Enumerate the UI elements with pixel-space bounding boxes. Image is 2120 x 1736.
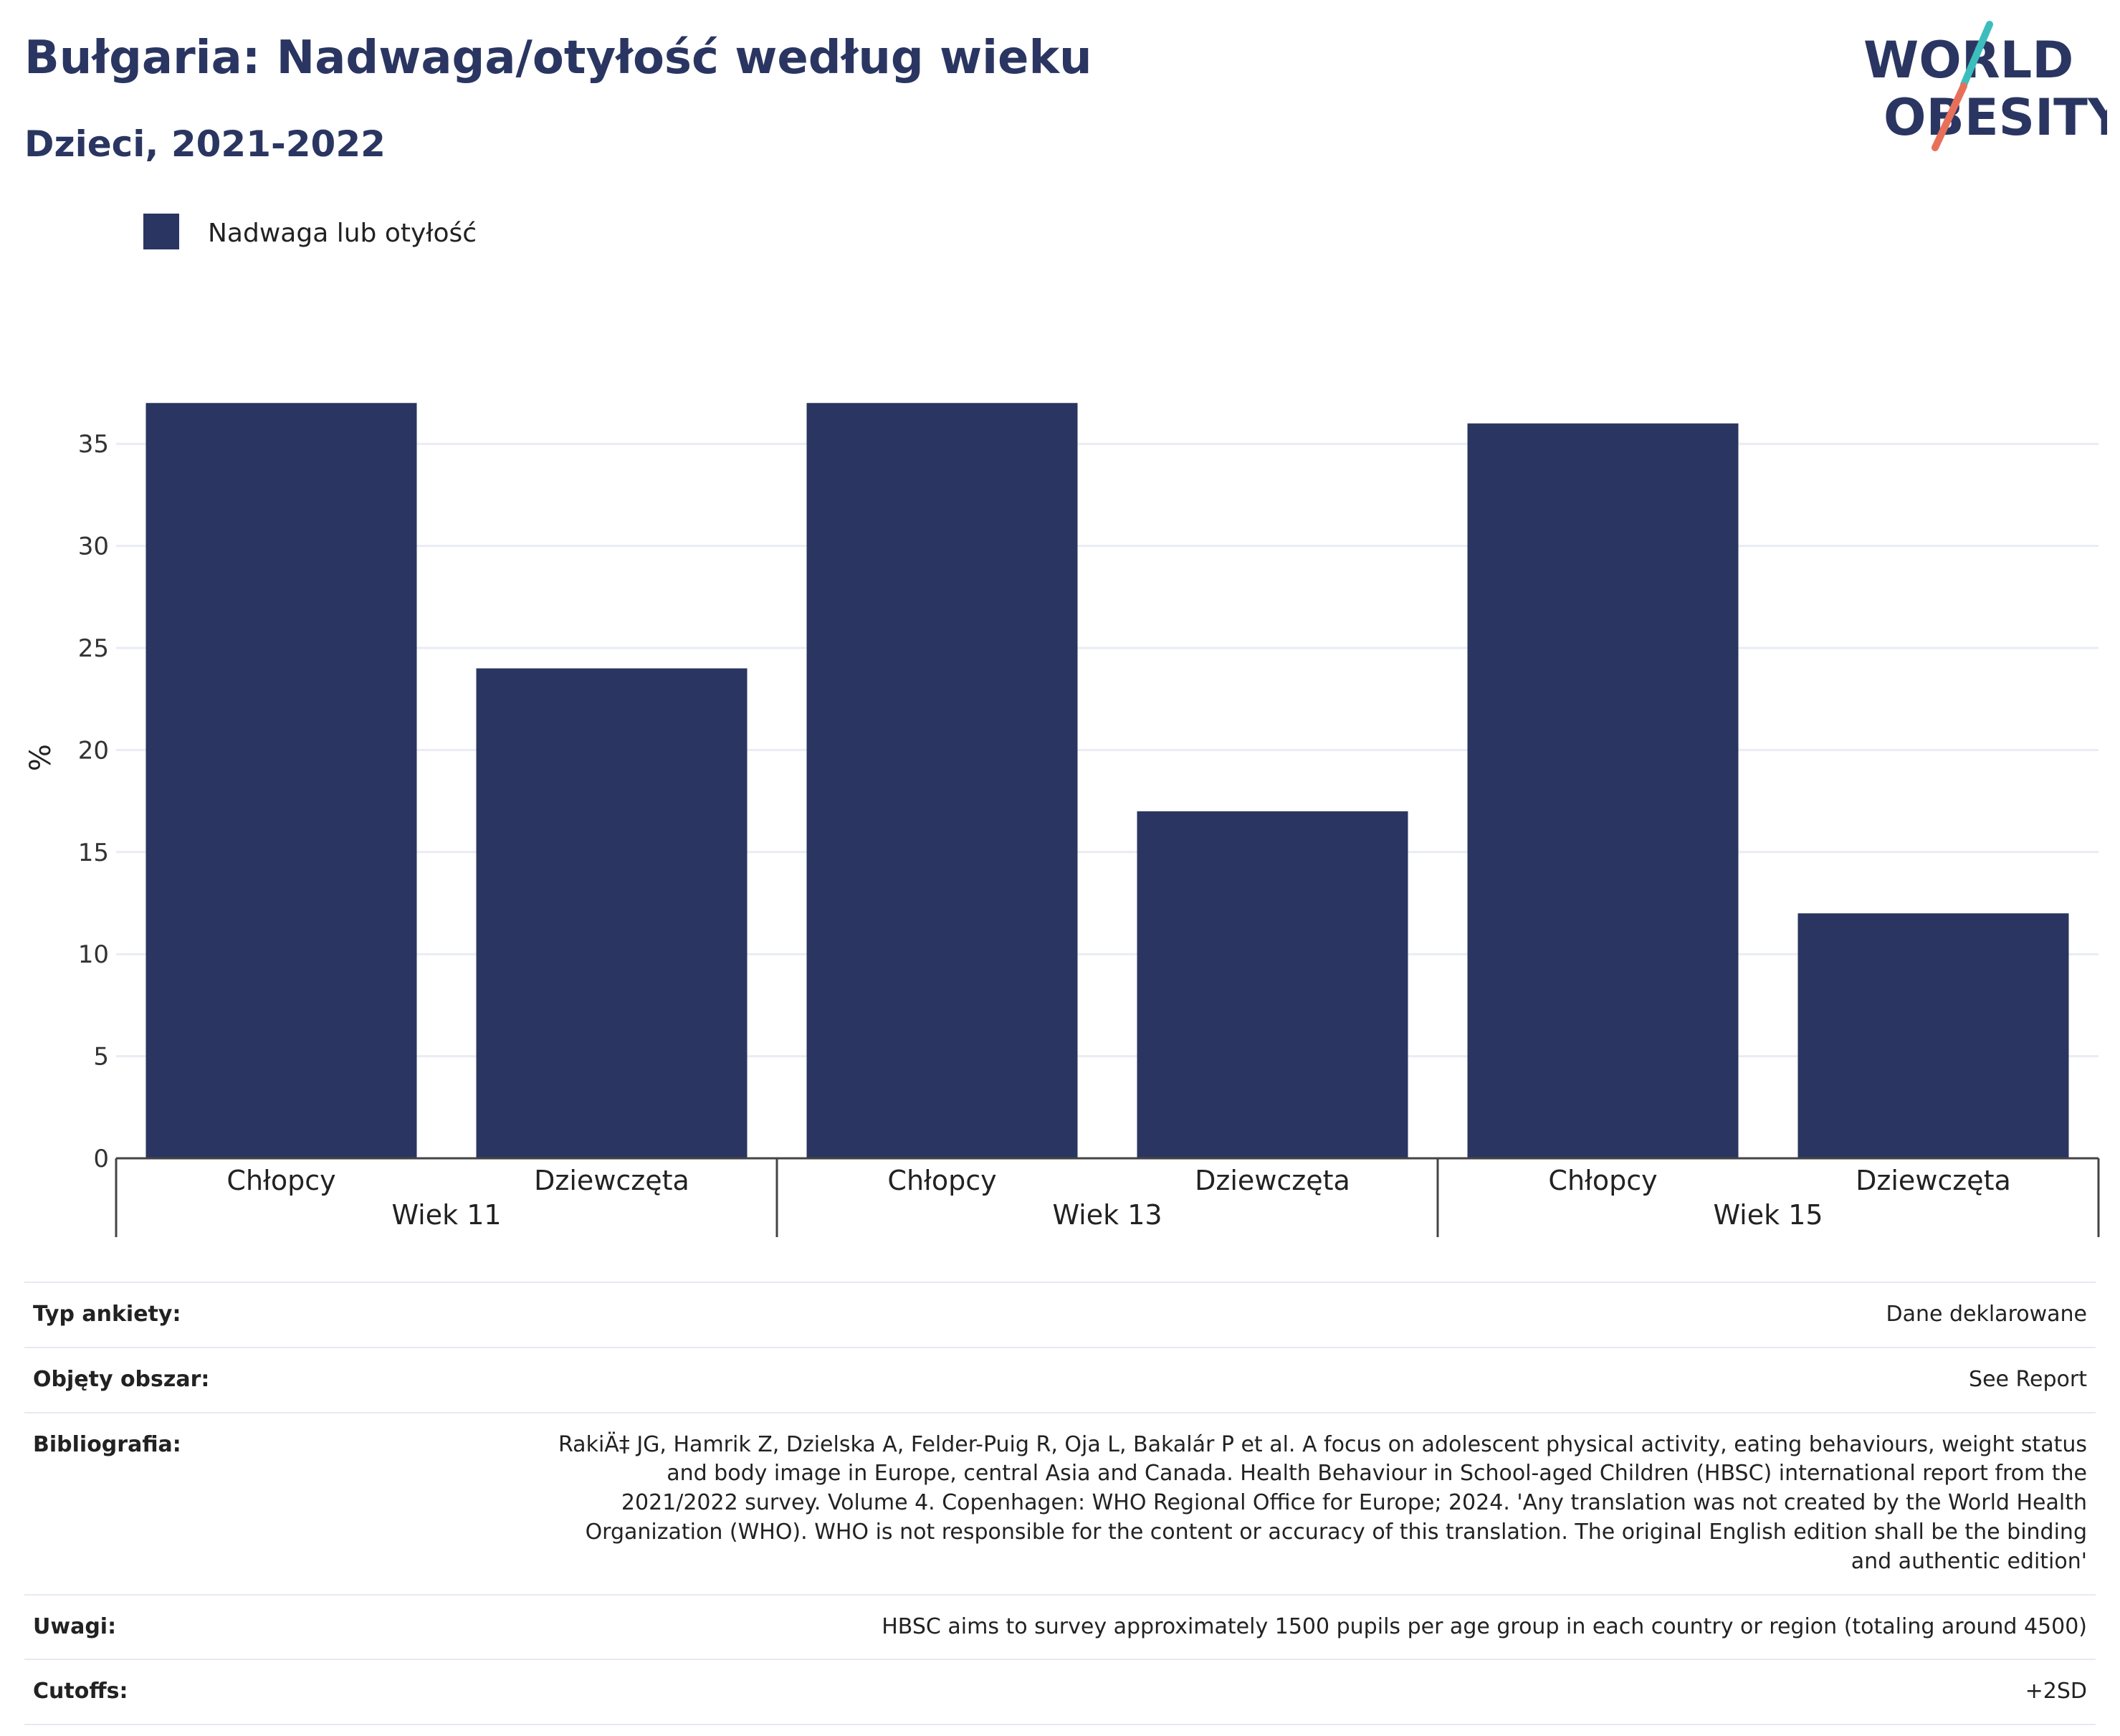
y-tick-label: 30 (78, 533, 109, 561)
x-group-label: Wiek 15 (1713, 1199, 1823, 1231)
bar (145, 403, 417, 1158)
info-row: Cutoffs: +2SD (24, 1659, 2096, 1726)
x-category-label: Chłopcy (1548, 1165, 1657, 1196)
info-row: Bibliografia: RakiÄ‡ JG, Hamrik Z, Dziels… (24, 1411, 2096, 1595)
x-group-label: Wiek 11 (391, 1199, 501, 1231)
info-row: Objęty obszar: See Report (24, 1346, 2096, 1413)
chart-title: Bułgaria: Nadwaga/otyłość według wieku (24, 32, 1092, 85)
bar (1467, 423, 1739, 1158)
info-value: +2SD (543, 1659, 2096, 1726)
info-key: Typ ankiety: (24, 1282, 543, 1348)
y-tick-label: 0 (93, 1145, 109, 1173)
x-category-label: Dziewczęta (534, 1165, 689, 1196)
y-axis-ticks: 0 5 10 15 20 25 30 35 (78, 430, 109, 1173)
chart-subtitle: Dzieci, 2021-2022 (24, 123, 386, 165)
info-value: HBSC aims to survey approximately 1500 p… (543, 1593, 2096, 1660)
logo-slash-bottom (1932, 82, 1967, 151)
y-tick-label: 5 (93, 1043, 109, 1072)
info-key: Cutoffs: (24, 1659, 543, 1726)
bars (145, 403, 2069, 1158)
info-value: RakiÄ‡ JG, Hamrik Z, Dzielska A, Felder-… (543, 1411, 2096, 1595)
info-table: Typ ankiety: Dane deklarowane Objęty obsza… (24, 1282, 2096, 1726)
bar (1137, 811, 1408, 1158)
y-tick-label: 20 (78, 736, 109, 765)
info-key: Bibliografia: (24, 1411, 543, 1595)
x-category-label: Dziewczęta (1856, 1165, 2011, 1196)
x-group-label: Wiek 13 (1052, 1199, 1162, 1231)
bar (1797, 913, 2069, 1158)
logo-line-2: OBESITY (1883, 88, 2107, 147)
legend-label: Nadwaga lub otyłość (208, 219, 477, 248)
y-tick-label: 25 (78, 634, 109, 663)
info-row: Typ ankiety: Dane deklarowane (24, 1282, 2096, 1348)
x-category-label: Chłopcy (887, 1165, 996, 1196)
info-row: Uwagi: HBSC aims to survey approximately … (24, 1593, 2096, 1660)
y-tick-label: 15 (78, 839, 109, 867)
info-key: Uwagi: (24, 1593, 543, 1660)
legend: Nadwaga lub otyłość (143, 214, 477, 249)
bar-chart: Nadwaga lub otyłość 0 5 10 15 20 25 30 35 % Chł… (24, 214, 2100, 1237)
world-obesity-logo: WORLD OBESITY (1863, 21, 2107, 151)
x-category-label: Chłopcy (226, 1165, 335, 1196)
bar (476, 668, 748, 1158)
x-axis: Chłopcy Dziewczęta Wiek 11 Chłopcy Dziewczęt… (115, 1157, 2100, 1237)
grid-lines (116, 442, 2098, 1058)
bar (806, 403, 1078, 1158)
legend-swatch (143, 214, 179, 249)
y-tick-label: 35 (78, 430, 109, 459)
logo-slash-top (1960, 21, 1993, 88)
y-axis-label: % (24, 744, 57, 771)
info-key: Objęty obszar: (24, 1346, 543, 1413)
info-value: See Report (543, 1346, 2096, 1413)
y-tick-label: 10 (78, 940, 109, 969)
info-value: Dane deklarowane (543, 1282, 2096, 1348)
x-category-label: Dziewczęta (1195, 1165, 1350, 1196)
